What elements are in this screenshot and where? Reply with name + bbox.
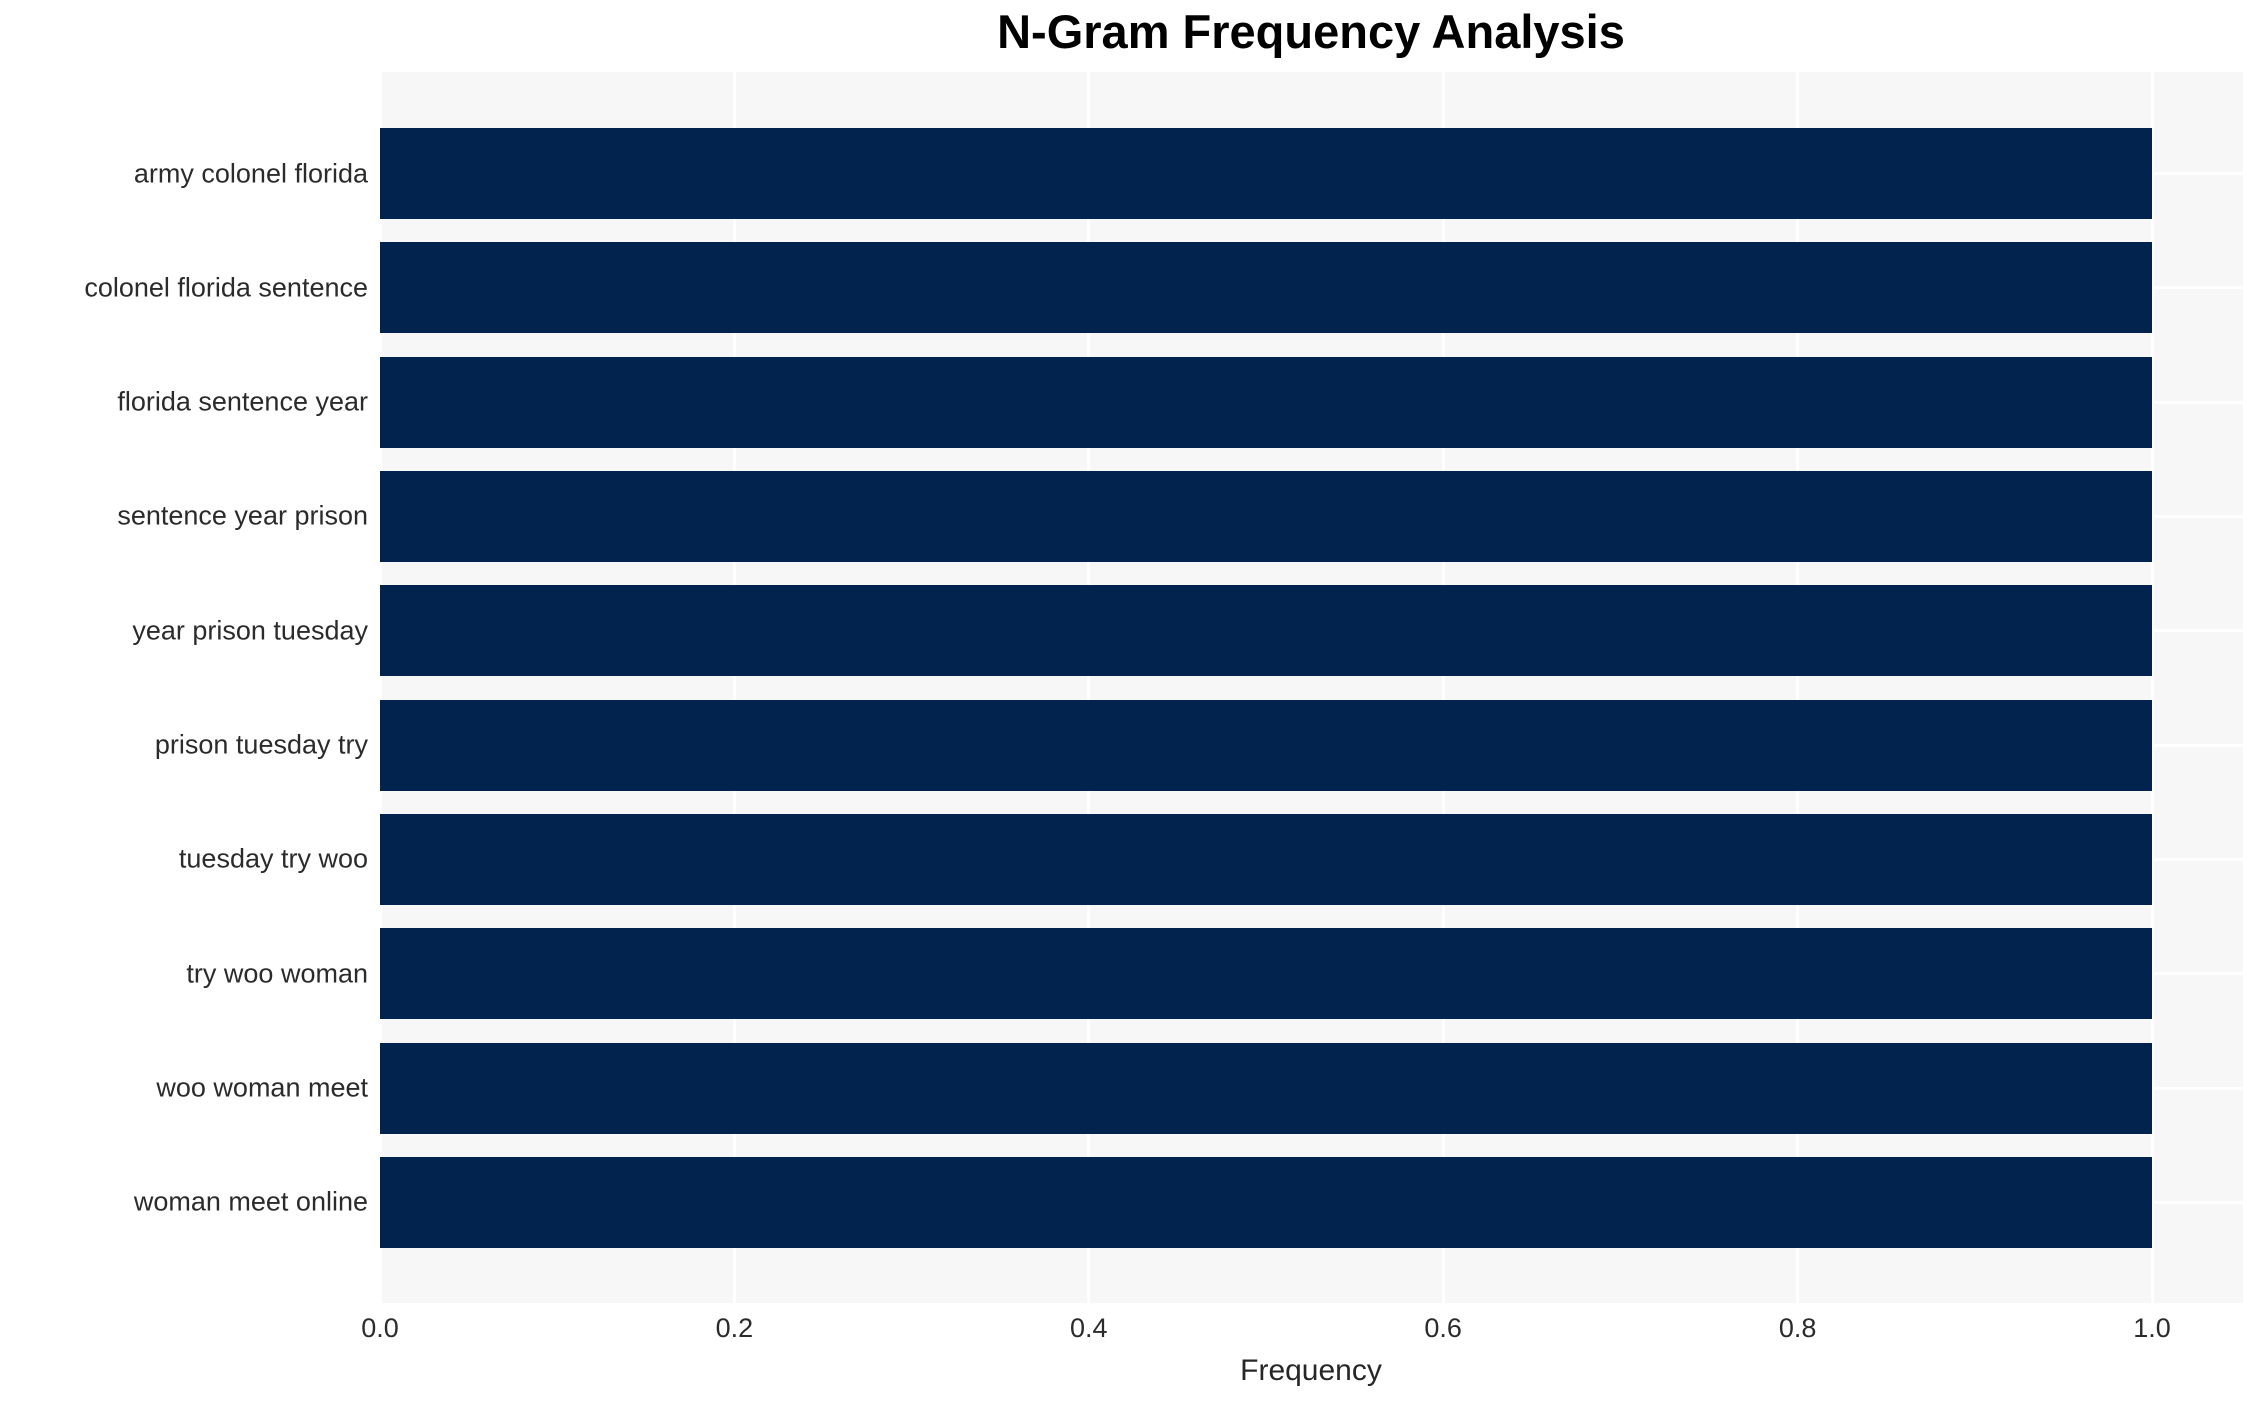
bar-try-woo-woman	[380, 928, 2152, 1020]
bar-sentence-year-prison	[380, 470, 2152, 562]
y-tick-label: prison tuesday try	[154, 729, 368, 760]
x-tick-label: 0.8	[1778, 1313, 1817, 1343]
bar-florida-sentence-year	[380, 356, 2152, 448]
bar-colonel-florida-sentence	[380, 242, 2152, 334]
y-tick-label: florida sentence year	[117, 386, 368, 417]
x-axis-label: Frequency	[1240, 1354, 1382, 1387]
x-tick-label: 0.2	[715, 1313, 754, 1343]
gridline-vertical	[1441, 72, 1445, 1303]
x-tick-label: 0.0	[361, 1313, 399, 1343]
chart-title: N-Gram Frequency Analysis	[997, 5, 1625, 58]
gridline-vertical	[2150, 72, 2154, 1303]
gridline-vertical	[380, 72, 382, 1303]
bar-woman-meet-online	[380, 1156, 2152, 1248]
y-tick-label: woman meet online	[133, 1186, 368, 1217]
bar-tuesday-try-woo	[380, 813, 2152, 905]
y-tick-label: tuesday try woo	[178, 843, 368, 874]
gridline-vertical	[732, 72, 736, 1303]
bar-year-prison-tuesday	[380, 585, 2152, 677]
y-tick-label: army colonel florida	[133, 158, 368, 188]
y-tick-label: year prison tuesday	[132, 615, 368, 646]
bar-prison-tuesday-try	[380, 699, 2152, 791]
y-tick-label: colonel florida sentence	[84, 272, 368, 303]
gridline-vertical	[1087, 72, 1091, 1303]
y-tick-label: sentence year prison	[117, 500, 368, 531]
bar-army-colonel-florida	[380, 128, 2152, 219]
y-tick-label: woo woman meet	[156, 1072, 368, 1103]
bar-woo-woman-meet	[380, 1042, 2152, 1134]
x-tick-label: 1.0	[2133, 1313, 2171, 1343]
y-tick-label: try woo woman	[186, 958, 368, 989]
plot-area	[380, 72, 2243, 1303]
x-tick-label: 0.6	[1424, 1313, 1462, 1343]
gridline-vertical	[1796, 72, 1800, 1303]
x-tick-label: 0.4	[1070, 1313, 1108, 1343]
